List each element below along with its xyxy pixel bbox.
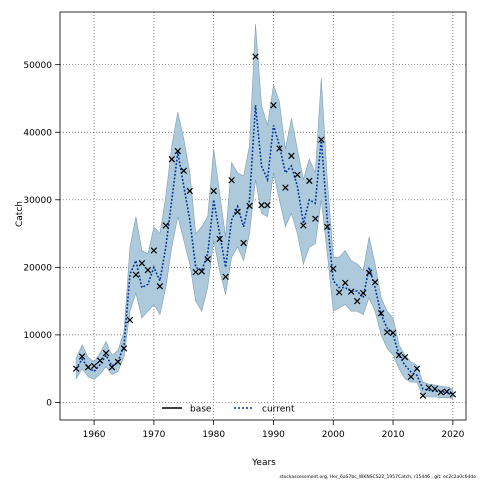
y-tick-label: 0 bbox=[46, 399, 52, 409]
observed-point bbox=[132, 271, 140, 278]
observed-point bbox=[174, 147, 182, 155]
y-tick-label: 30000 bbox=[23, 196, 52, 206]
x-tick-label: 1980 bbox=[202, 430, 225, 440]
observed-point bbox=[443, 388, 451, 395]
observed-point bbox=[204, 256, 211, 263]
observed-point bbox=[324, 223, 331, 231]
legend-current-label: current bbox=[262, 405, 295, 415]
observed-point bbox=[96, 357, 104, 364]
observed-point bbox=[383, 328, 391, 336]
observed-point bbox=[258, 201, 265, 209]
x-tick-label: 1990 bbox=[262, 430, 285, 440]
observed-point bbox=[78, 353, 86, 360]
observed-point bbox=[156, 283, 164, 290]
observed-point bbox=[168, 156, 176, 163]
y-axis-label: Catch bbox=[15, 201, 25, 227]
y-axis-ticks: 0 10000 20000 30000 40000 50000 bbox=[23, 61, 60, 409]
observed-point bbox=[294, 171, 301, 179]
observed-point bbox=[114, 358, 122, 366]
observed-point bbox=[252, 53, 259, 60]
observed-point bbox=[150, 247, 158, 254]
observed-point bbox=[377, 310, 385, 317]
x-tick-label: 2010 bbox=[382, 430, 405, 440]
observed-point bbox=[264, 201, 271, 209]
y-tick-label: 50000 bbox=[23, 61, 52, 71]
observed-point bbox=[240, 239, 247, 247]
observed-point bbox=[228, 176, 235, 184]
observed-point bbox=[108, 364, 116, 371]
observed-point bbox=[72, 365, 80, 372]
observed-point bbox=[401, 353, 409, 361]
observed-point bbox=[359, 289, 367, 297]
observed-point bbox=[336, 289, 343, 296]
observed-point bbox=[282, 184, 289, 191]
current-series-line bbox=[75, 105, 453, 395]
observed-points bbox=[72, 53, 457, 399]
x-axis-ticks: 1960 1970 1980 1990 2000 2010 2020 bbox=[83, 420, 465, 440]
observed-point bbox=[84, 364, 92, 371]
observed-point bbox=[288, 152, 295, 160]
legend: base current bbox=[162, 405, 295, 415]
observed-point bbox=[419, 392, 427, 399]
observed-point bbox=[318, 136, 325, 143]
observed-point bbox=[90, 362, 98, 370]
observed-point bbox=[353, 297, 361, 305]
observed-point bbox=[270, 101, 277, 109]
legend-base-label: base bbox=[190, 405, 212, 415]
y-tick-label: 10000 bbox=[23, 331, 52, 341]
observed-point bbox=[407, 373, 415, 380]
x-tick-label: 1960 bbox=[83, 430, 106, 440]
x-axis-label: Years bbox=[251, 458, 276, 468]
observed-point bbox=[330, 265, 337, 272]
observed-point bbox=[312, 215, 319, 222]
observed-point bbox=[389, 329, 397, 337]
confidence-band-area bbox=[75, 24, 454, 399]
observed-point bbox=[186, 187, 193, 195]
observed-point bbox=[210, 187, 217, 195]
x-tick-label: 2000 bbox=[322, 430, 345, 440]
observed-point bbox=[347, 288, 355, 295]
observed-point bbox=[222, 273, 229, 281]
observed-point bbox=[300, 222, 307, 229]
observed-point bbox=[246, 202, 253, 210]
y-tick-label: 20000 bbox=[23, 264, 52, 274]
observed-point bbox=[144, 266, 152, 274]
observed-point bbox=[276, 145, 283, 152]
observed-point bbox=[365, 269, 373, 276]
observed-point bbox=[162, 222, 170, 229]
observed-point bbox=[371, 278, 379, 286]
observed-point bbox=[138, 260, 146, 267]
observed-point bbox=[341, 279, 349, 287]
observed-point bbox=[216, 235, 223, 243]
y-tick-label: 40000 bbox=[23, 128, 52, 138]
x-tick-label: 2020 bbox=[441, 430, 464, 440]
series-lines bbox=[75, 105, 453, 395]
observed-point bbox=[126, 316, 134, 324]
observed-point bbox=[449, 391, 457, 398]
plot-frame bbox=[59, 11, 467, 421]
observed-point bbox=[102, 349, 110, 357]
x-tick-label: 1970 bbox=[142, 430, 165, 440]
observed-point bbox=[306, 177, 313, 185]
observed-point bbox=[431, 385, 439, 393]
observed-point bbox=[192, 268, 199, 276]
observed-point bbox=[198, 268, 205, 275]
observed-point bbox=[180, 167, 187, 174]
observed-point bbox=[425, 384, 433, 391]
observed-point bbox=[413, 365, 421, 372]
observed-point bbox=[437, 389, 445, 396]
observed-point bbox=[120, 345, 128, 352]
footnote: stockassessment.org, Her_6aS7bc_WKNSCS22… bbox=[280, 474, 477, 480]
confidence-band bbox=[75, 24, 454, 399]
observed-point bbox=[395, 351, 403, 359]
observed-point bbox=[234, 208, 241, 216]
